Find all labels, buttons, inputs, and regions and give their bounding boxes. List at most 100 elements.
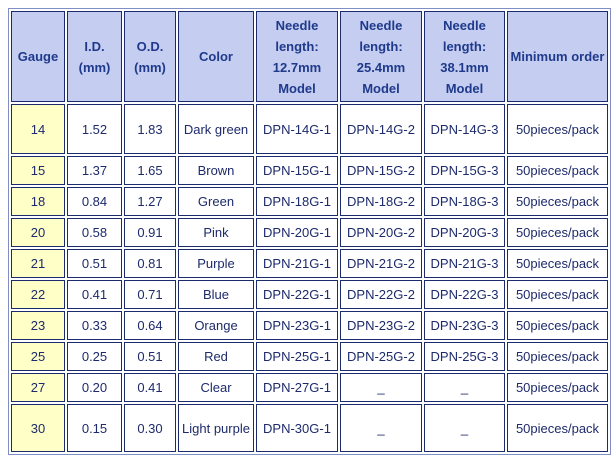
gauge-cell: 23: [11, 311, 65, 340]
header-cell: Needle length: 38.1mm Model: [424, 11, 505, 102]
data-cell: Orange: [178, 311, 254, 340]
data-cell: DPN-23G-1: [256, 311, 338, 340]
data-cell: Light purple: [178, 404, 254, 452]
data-cell: 50pieces/pack: [507, 187, 608, 216]
data-cell: 50pieces/pack: [507, 249, 608, 278]
data-row: 15 1.37 1.65 Brown DPN-15G-1 DPN-15G-2 DPN-15G…: [11, 156, 608, 185]
data-cell: 0.51: [67, 249, 122, 278]
data-cell: 0.30: [124, 404, 176, 452]
data-cell: DPN-25G-2: [340, 342, 422, 371]
data-cell: 50pieces/pack: [507, 218, 608, 247]
data-cell: 1.83: [124, 104, 176, 154]
spec-table: Gauge I.D. (mm) O.D. (mm) Color Needle lengt…: [8, 8, 611, 455]
header-row: Gauge I.D. (mm) O.D. (mm) Color Needle lengt…: [11, 11, 608, 102]
data-cell: 50pieces/pack: [507, 311, 608, 340]
data-cell: 0.33: [67, 311, 122, 340]
table-container: Gauge I.D. (mm) O.D. (mm) Color Needle lengt…: [8, 8, 611, 455]
data-cell: DPN-23G-3: [424, 311, 505, 340]
data-cell: 50pieces/pack: [507, 404, 608, 452]
header-cell: Color: [178, 11, 254, 102]
data-cell: DPN-22G-3: [424, 280, 505, 309]
data-cell: DPN-21G-2: [340, 249, 422, 278]
data-cell: DPN-20G-3: [424, 218, 505, 247]
header-cell: Gauge: [11, 11, 65, 102]
data-cell: 0.20: [67, 373, 122, 402]
data-cell: Green: [178, 187, 254, 216]
data-cell: DPN-14G-3: [424, 104, 505, 154]
data-cell: 50pieces/pack: [507, 104, 608, 154]
data-cell: DPN-23G-2: [340, 311, 422, 340]
data-cell: _: [340, 404, 422, 452]
header-cell: Minimum order: [507, 11, 608, 102]
gauge-cell: 30: [11, 404, 65, 452]
data-cell: DPN-15G-1: [256, 156, 338, 185]
data-cell: 0.71: [124, 280, 176, 309]
gauge-cell: 15: [11, 156, 65, 185]
data-cell: 0.25: [67, 342, 122, 371]
data-cell: 50pieces/pack: [507, 156, 608, 185]
data-cell: Pink: [178, 218, 254, 247]
header-cell: Needle length: 25.4mm Model: [340, 11, 422, 102]
data-cell: DPN-20G-1: [256, 218, 338, 247]
data-row: 30 0.15 0.30 Light purple DPN-30G-1 _ _ 50piece…: [11, 404, 608, 452]
data-cell: Brown: [178, 156, 254, 185]
data-cell: DPN-21G-3: [424, 249, 505, 278]
data-cell: 1.27: [124, 187, 176, 216]
data-cell: 1.65: [124, 156, 176, 185]
data-cell: 0.51: [124, 342, 176, 371]
gauge-cell: 22: [11, 280, 65, 309]
gauge-cell: 14: [11, 104, 65, 154]
data-cell: 50pieces/pack: [507, 373, 608, 402]
header-cell: Needle length: 12.7mm Model: [256, 11, 338, 102]
data-row: 18 0.84 1.27 Green DPN-18G-1 DPN-18G-2 DPN-18G…: [11, 187, 608, 216]
data-cell: DPN-22G-2: [340, 280, 422, 309]
header-cell: O.D. (mm): [124, 11, 176, 102]
data-row: 22 0.41 0.71 Blue DPN-22G-1 DPN-22G-2 DPN-22G-…: [11, 280, 608, 309]
data-cell: DPN-22G-1: [256, 280, 338, 309]
data-cell: DPN-14G-1: [256, 104, 338, 154]
data-cell: 0.64: [124, 311, 176, 340]
data-cell: DPN-21G-1: [256, 249, 338, 278]
data-cell: _: [424, 373, 505, 402]
data-cell: DPN-25G-3: [424, 342, 505, 371]
gauge-cell: 25: [11, 342, 65, 371]
data-cell: 0.91: [124, 218, 176, 247]
data-cell: Red: [178, 342, 254, 371]
data-cell: 0.81: [124, 249, 176, 278]
gauge-cell: 27: [11, 373, 65, 402]
data-cell: DPN-27G-1: [256, 373, 338, 402]
data-row: 23 0.33 0.64 Orange DPN-23G-1 DPN-23G-2 DPN-23…: [11, 311, 608, 340]
data-cell: DPN-30G-1: [256, 404, 338, 452]
data-cell: DPN-25G-1: [256, 342, 338, 371]
data-cell: 50pieces/pack: [507, 280, 608, 309]
data-cell: 1.52: [67, 104, 122, 154]
data-row: 21 0.51 0.81 Purple DPN-21G-1 DPN-21G-2 DPN-21…: [11, 249, 608, 278]
data-row: 20 0.58 0.91 Pink DPN-20G-1 DPN-20G-2 DPN-20G-…: [11, 218, 608, 247]
data-cell: Blue: [178, 280, 254, 309]
data-cell: DPN-18G-3: [424, 187, 505, 216]
gauge-cell: 18: [11, 187, 65, 216]
data-cell: _: [424, 404, 505, 452]
data-cell: DPN-18G-1: [256, 187, 338, 216]
data-cell: 0.84: [67, 187, 122, 216]
data-cell: Dark green: [178, 104, 254, 154]
data-cell: _: [340, 373, 422, 402]
data-cell: 0.58: [67, 218, 122, 247]
data-cell: 0.41: [67, 280, 122, 309]
data-cell: 0.15: [67, 404, 122, 452]
data-row: 14 1.52 1.83 Dark green DPN-14G-1 DPN-14G-2 DP…: [11, 104, 608, 154]
data-cell: 50pieces/pack: [507, 342, 608, 371]
data-cell: 0.41: [124, 373, 176, 402]
data-cell: Purple: [178, 249, 254, 278]
data-row: 27 0.20 0.41 Clear DPN-27G-1 _ _ 50pieces/pack: [11, 373, 608, 402]
data-cell: 1.37: [67, 156, 122, 185]
gauge-cell: 20: [11, 218, 65, 247]
data-cell: DPN-15G-2: [340, 156, 422, 185]
data-cell: DPN-15G-3: [424, 156, 505, 185]
data-cell: DPN-20G-2: [340, 218, 422, 247]
data-cell: DPN-18G-2: [340, 187, 422, 216]
data-cell: Clear: [178, 373, 254, 402]
data-cell: DPN-14G-2: [340, 104, 422, 154]
data-row: 25 0.25 0.51 Red DPN-25G-1 DPN-25G-2 DPN-25G-3…: [11, 342, 608, 371]
